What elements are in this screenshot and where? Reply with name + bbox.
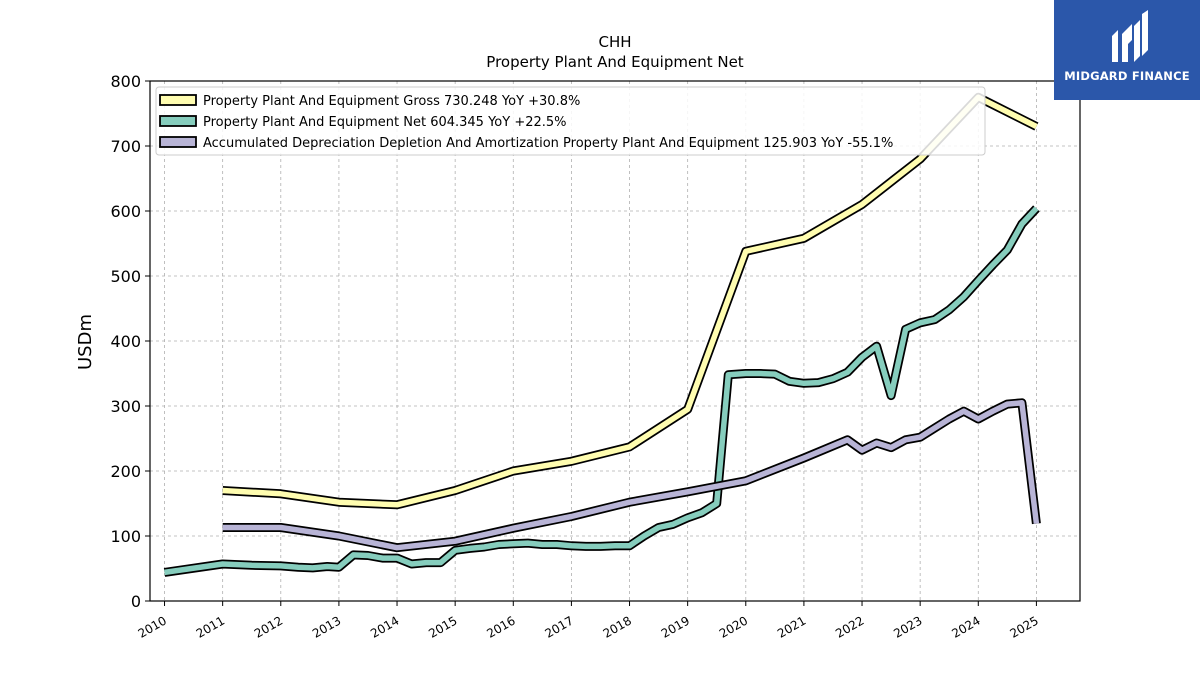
- y-tick-label: 400: [110, 332, 141, 351]
- x-tick-label: 2024: [949, 613, 982, 640]
- x-tick-label: 2013: [310, 613, 343, 640]
- y-tick-label: 800: [110, 72, 141, 91]
- legend-swatch: [159, 94, 197, 106]
- series-line: [222, 400, 1040, 551]
- y-tick-label: 700: [110, 137, 141, 156]
- x-tick-label: 2022: [833, 613, 866, 640]
- legend-swatch: [159, 136, 197, 148]
- y-axis-label: USDm: [75, 314, 96, 370]
- x-tick-label: 2015: [426, 613, 459, 640]
- x-tick-label: 2020: [717, 613, 750, 640]
- brand-logo: MIDGARD FINANCE: [1054, 0, 1200, 100]
- x-tick-label: 2019: [659, 613, 692, 640]
- y-tick-label: 300: [110, 397, 141, 416]
- y-tick-label: 0: [131, 592, 141, 611]
- series-0: [222, 92, 1039, 510]
- y-tick-label: 100: [110, 527, 141, 546]
- x-axis: 2010 2011 2012 2013 2014 2015 2016 2017 2018 2019…: [136, 601, 1041, 641]
- chart-title: CHH: [598, 33, 631, 51]
- series-line: [222, 94, 1038, 508]
- chart-subtitle: Property Plant And Equipment Net: [486, 53, 743, 71]
- x-tick-label: 2011: [194, 613, 227, 640]
- x-tick-label: 2016: [484, 613, 517, 640]
- x-tick-label: 2014: [368, 613, 401, 640]
- x-tick-label: 2025: [1007, 613, 1040, 640]
- series-line-outline: [163, 205, 1040, 577]
- y-tick-label: 500: [110, 267, 141, 286]
- legend-box: [155, 86, 986, 156]
- y-tick-label: 600: [110, 202, 141, 221]
- legend: Property Plant And Equipment Gross 730.2…: [155, 86, 986, 156]
- y-tick-label: 200: [110, 462, 141, 481]
- series-1: [163, 205, 1040, 577]
- x-tick-label: 2010: [136, 613, 169, 640]
- x-tick-label: 2012: [252, 613, 285, 640]
- x-tick-label: 2018: [601, 613, 634, 640]
- x-tick-label: 2017: [542, 613, 575, 640]
- y-axis: 0 100 200 300 400 500 600 700 800: [110, 72, 150, 611]
- x-tick-label: 2023: [891, 613, 924, 640]
- series-line: [164, 206, 1039, 576]
- legend-label: Property Plant And Equipment Gross 730.2…: [203, 94, 580, 109]
- series-2: [222, 398, 1041, 553]
- brand-name: MIDGARD FINANCE: [1064, 69, 1190, 83]
- grid-lines: [150, 80, 1080, 602]
- x-tick-label: 2021: [775, 613, 808, 640]
- legend-label: Property Plant And Equipment Net 604.345…: [203, 115, 567, 130]
- legend-swatch: [159, 115, 197, 127]
- series-layer: [163, 92, 1041, 577]
- legend-label: Accumulated Depreciation Depletion And A…: [203, 136, 893, 151]
- brand-logo-icon: [1112, 10, 1148, 62]
